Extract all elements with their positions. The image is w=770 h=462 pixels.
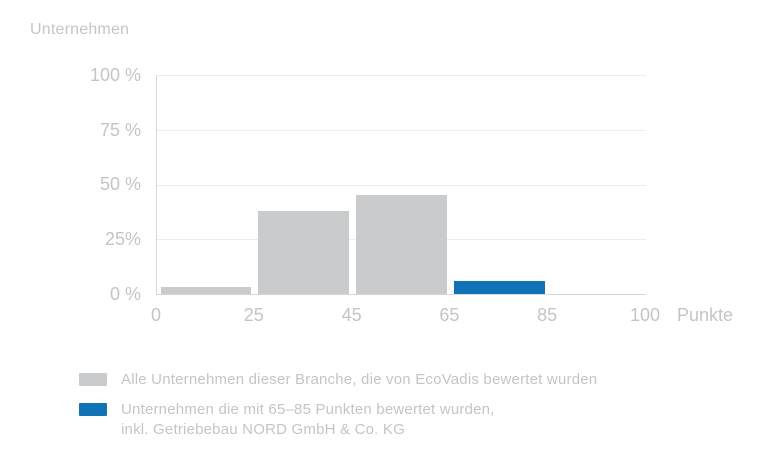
x-tick-label: 45 [341, 305, 362, 325]
y-tick-label: 75 % [99, 120, 141, 140]
legend: Alle Unternehmen dieser Branche, die von… [79, 370, 597, 450]
bar-65-85 [453, 280, 545, 294]
y-tick-label: 25% [104, 229, 141, 249]
x-tick-label: 65 [439, 305, 460, 325]
y-tick-label: 50 % [99, 174, 141, 194]
x-tick-label: 85 [537, 305, 558, 325]
plot-area [156, 75, 646, 295]
gridline-75 [157, 129, 646, 131]
legend-swatch-blue [79, 403, 107, 416]
x-tick-label: 100 [629, 305, 661, 325]
bar-45-65 [356, 195, 447, 294]
legend-swatch-gray [79, 373, 107, 386]
y-tick-label: 0 % [109, 284, 141, 304]
legend-item-highlight: Unternehmen die mit 65–85 Punkten bewert… [79, 400, 597, 440]
y-axis-labels: 100 % 75 % 50 % 25% 0 % [0, 65, 141, 304]
x-tick-label: 0 [150, 305, 162, 325]
x-tick-label: 25 [243, 305, 264, 325]
y-tick-label: 100 % [89, 65, 141, 85]
bar-0-25 [160, 287, 252, 294]
gridline-50 [157, 184, 646, 186]
bar-25-45 [258, 210, 350, 294]
y-axis-title: Unternehmen [30, 21, 130, 38]
x-axis-title: Punkte [677, 305, 734, 325]
legend-label: Alle Unternehmen dieser Branche, die von… [121, 371, 598, 388]
legend-label-line-2: inkl. Getriebebau NORD GmbH & Co. KG [121, 421, 405, 438]
legend-label-line-1: Unternehmen die mit 65–85 Punkten bewert… [121, 401, 495, 418]
legend-item-all-companies: Alle Unternehmen dieser Branche, die von… [79, 370, 597, 390]
x-axis-labels: 0 25 45 65 85 100 [151, 304, 660, 326]
gridline-100 [157, 75, 646, 76]
